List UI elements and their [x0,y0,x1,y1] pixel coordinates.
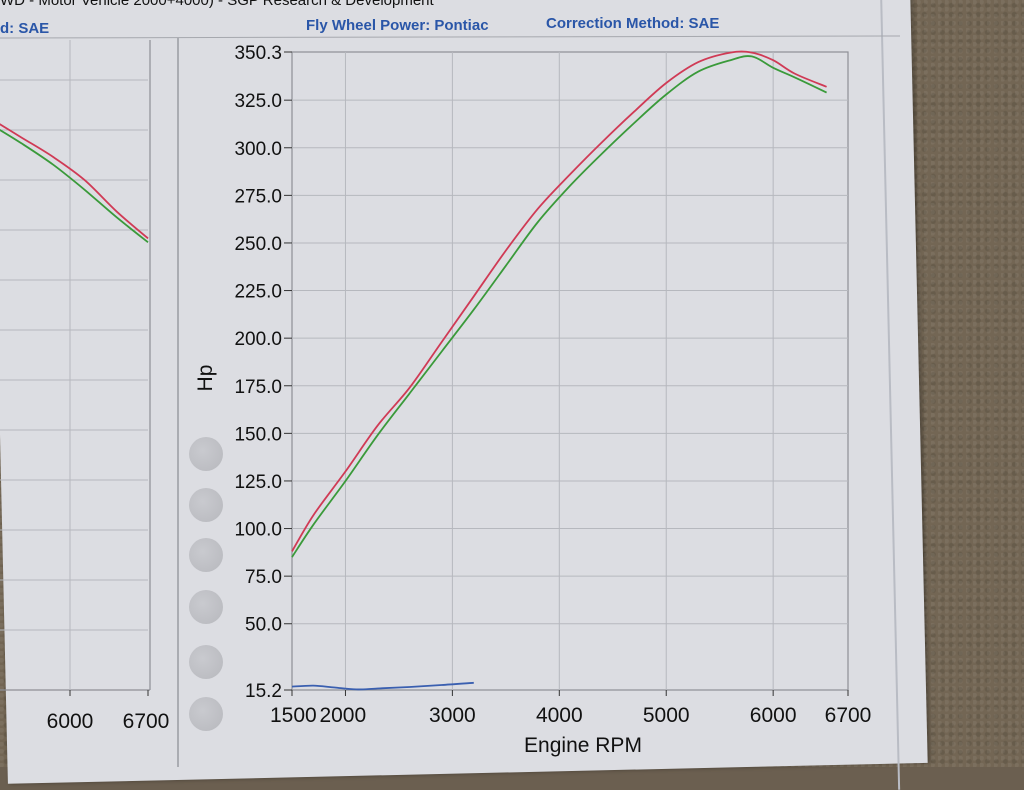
series-line-green [291,55,827,558]
y-tick-label: 75.0 [245,567,282,588]
y-tick-label: 175.0 [234,377,282,398]
y-tick-label: 200.0 [234,329,282,350]
left-series-line-green [0,128,149,244]
x-tick-label: 1500 [270,704,317,727]
header-left-fragment: d: SAE [0,20,50,37]
x-tick-label: 3000 [429,704,476,727]
y-tick-label: 350.3 [234,43,282,64]
y-tick-label: 225.0 [234,282,282,303]
main-plot-frame [291,51,849,691]
x-tick-label: 6000 [750,704,797,727]
binder-hole [189,645,223,679]
x-axis-label: Engine RPM [524,734,642,757]
left-x-tick-label: 6700 [123,710,170,733]
left-chart: 6000 6700 [0,35,901,767]
y-tick-label: 300.0 [234,139,282,160]
x-tick-label: 5000 [643,704,690,727]
y-axis-label: Hp [194,365,217,392]
y-tick-label: 50.0 [245,615,282,636]
y-tick-label: 150.0 [234,424,282,445]
left-series-line-red [0,123,149,240]
x-tick-label: 2000 [319,704,366,727]
y-tick-label: 125.0 [234,472,282,493]
binder-hole [189,697,223,731]
left-x-tick-label: 6000 [47,710,94,733]
y-tick-label: 325.0 [234,91,282,112]
y-tick-label: 100.0 [234,520,282,541]
main-chart: 350.3 325.0 300.0 275.0 250.0 225.0 200.0 175.0… [194,43,871,757]
binder-hole [189,538,223,572]
y-tick-label: 275.0 [234,186,282,207]
series-line-blue [291,681,474,691]
x-tick-label: 6700 [825,704,872,727]
y-tick-label: 15.2 [245,681,282,702]
header-flywheel-power: Fly Wheel Power: Pontiac [306,17,489,34]
binder-hole [189,488,223,522]
y-tick-label: 250.0 [234,234,282,255]
dyno-charts: 6000 6700 350.3 325.0 300.0 275.0 250.0 225.0 2… [0,35,901,767]
header-correction-method: Correction Method: SAE [546,15,720,32]
header-title: WD - Motor Vehicle 2000+4000) - SGP Rese… [0,0,434,9]
binder-hole [189,590,223,624]
binder-hole [189,437,223,471]
series-line-red [291,50,827,552]
header-rule [0,35,901,39]
x-tick-label: 4000 [536,704,583,727]
